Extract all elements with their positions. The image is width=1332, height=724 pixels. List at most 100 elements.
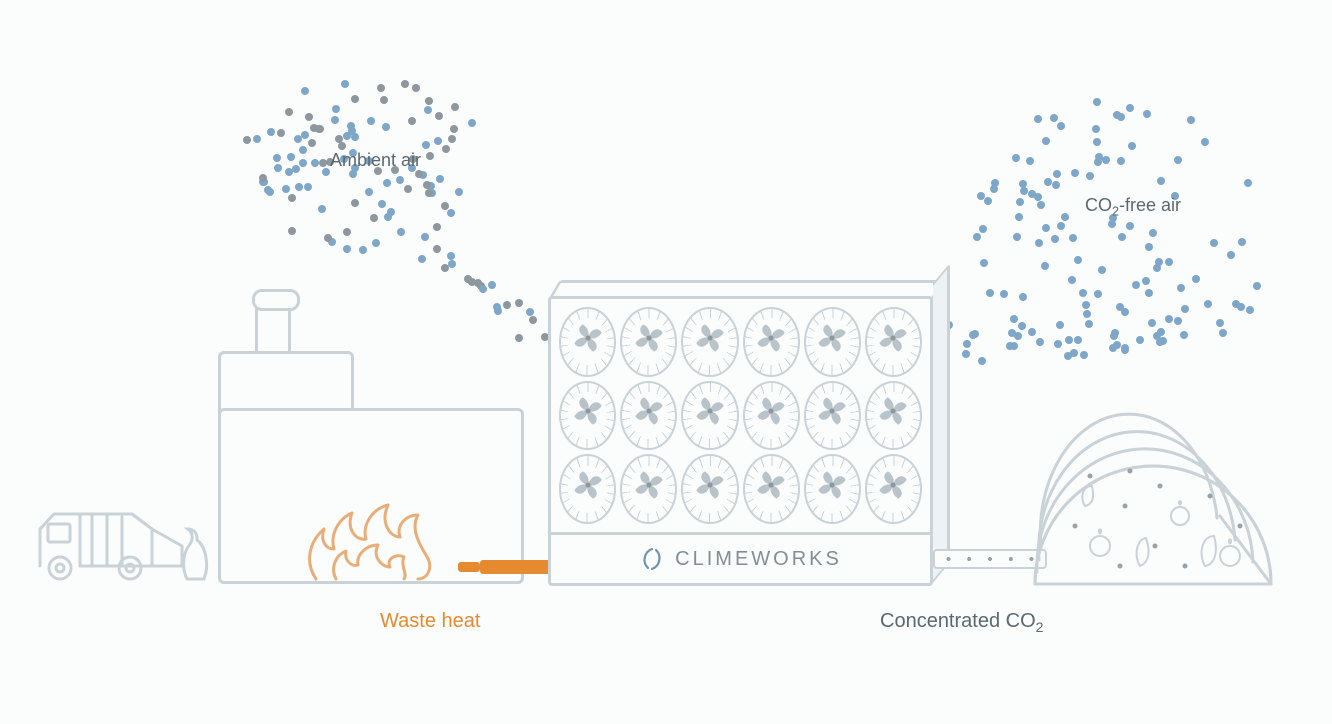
air-dot — [962, 350, 970, 358]
air-dot — [1149, 229, 1157, 237]
air-dot — [1177, 284, 1185, 292]
air-dot — [1064, 352, 1072, 360]
air-dot — [1041, 262, 1049, 270]
fan-icon — [681, 381, 738, 451]
air-dot — [1157, 177, 1165, 185]
air-dot — [493, 303, 501, 311]
air-dot — [1187, 116, 1195, 124]
co2-free-air-label: CO2-free air — [1085, 195, 1181, 219]
air-dot — [979, 225, 987, 233]
air-dot — [1054, 340, 1062, 348]
air-dot — [977, 192, 985, 200]
air-dot — [503, 301, 511, 309]
air-dot — [1109, 344, 1117, 352]
air-dot — [1015, 213, 1023, 221]
air-dot — [1056, 321, 1064, 329]
incinerator-upper — [218, 351, 354, 414]
air-dot — [1142, 277, 1150, 285]
air-dot — [1093, 98, 1101, 106]
air-dot — [1201, 138, 1209, 146]
fan-icon — [865, 307, 922, 377]
air-dot — [1113, 111, 1121, 119]
air-dot — [1094, 158, 1102, 166]
air-dot — [1079, 289, 1087, 297]
air-dot — [1174, 156, 1182, 164]
air-dot — [1165, 258, 1173, 266]
brand-label: CLIMEWORKS — [675, 548, 842, 571]
fan-icon — [865, 381, 922, 451]
air-dot — [1244, 179, 1252, 187]
air-dot — [1148, 319, 1156, 327]
air-dot — [1074, 256, 1082, 264]
garbage-truck-icon — [32, 474, 202, 584]
fan-icon — [559, 307, 616, 377]
air-dot — [978, 357, 986, 365]
air-dot — [1136, 336, 1144, 344]
air-dot — [1143, 110, 1151, 118]
air-dot — [1219, 329, 1227, 337]
air-dot — [1010, 315, 1018, 323]
air-dot — [1050, 114, 1058, 122]
air-dot — [1034, 115, 1042, 123]
air-dot — [986, 289, 994, 297]
air-dot — [1068, 276, 1076, 284]
air-dot — [529, 316, 537, 324]
fan-icon — [681, 454, 738, 524]
fan-icon — [620, 381, 677, 451]
ambient-air-label: Ambient air — [330, 150, 421, 171]
air-dot — [1118, 233, 1126, 241]
air-dot — [1093, 138, 1101, 146]
brand-bar: CLIMEWORKS — [551, 532, 930, 583]
incinerator-building — [218, 408, 524, 584]
air-dot — [1227, 251, 1235, 259]
air-dot — [1019, 180, 1027, 188]
air-dot — [1013, 233, 1021, 241]
air-dot — [1246, 306, 1254, 314]
air-dot — [1057, 222, 1065, 230]
air-dot — [515, 299, 523, 307]
air-dot — [1051, 235, 1059, 243]
fan-icon — [559, 381, 616, 451]
air-dot — [1065, 336, 1073, 344]
air-dot — [1012, 154, 1020, 162]
air-dot — [1121, 346, 1129, 354]
air-dot — [1232, 300, 1240, 308]
air-dot — [1253, 282, 1261, 290]
air-dot — [1026, 157, 1034, 165]
air-dot — [1117, 157, 1125, 165]
air-dot — [1145, 243, 1153, 251]
air-dot — [448, 260, 456, 268]
air-dot — [1028, 328, 1036, 336]
air-dot — [433, 245, 441, 253]
air-dot — [1210, 239, 1218, 247]
air-dot — [963, 340, 971, 348]
concentrated-co2-label: Concentrated CO2 — [880, 610, 1043, 635]
air-dot — [1192, 275, 1200, 283]
air-dot — [1204, 300, 1212, 308]
air-dot — [1044, 178, 1052, 186]
air-dot — [1216, 319, 1224, 327]
fan-icon — [620, 307, 677, 377]
air-dot — [1000, 290, 1008, 298]
air-dot — [1153, 264, 1161, 272]
air-dot — [1083, 310, 1091, 318]
fan-icon — [804, 381, 861, 451]
air-dot — [1014, 332, 1022, 340]
air-dot — [980, 259, 988, 267]
fan-icon — [620, 454, 677, 524]
air-dot — [1174, 317, 1182, 325]
air-dot — [1098, 266, 1106, 274]
air-dot — [1080, 351, 1088, 359]
air-dot — [1145, 289, 1153, 297]
air-dot — [1086, 172, 1094, 180]
air-dot — [1180, 331, 1188, 339]
air-dot — [1042, 137, 1050, 145]
air-dot — [1128, 142, 1136, 150]
fan-grid — [551, 299, 930, 532]
fan-icon — [804, 454, 861, 524]
air-dot — [479, 285, 487, 293]
air-dot — [1110, 332, 1118, 340]
air-dot — [1157, 328, 1165, 336]
air-dot — [1037, 201, 1045, 209]
air-dot — [1126, 104, 1134, 112]
